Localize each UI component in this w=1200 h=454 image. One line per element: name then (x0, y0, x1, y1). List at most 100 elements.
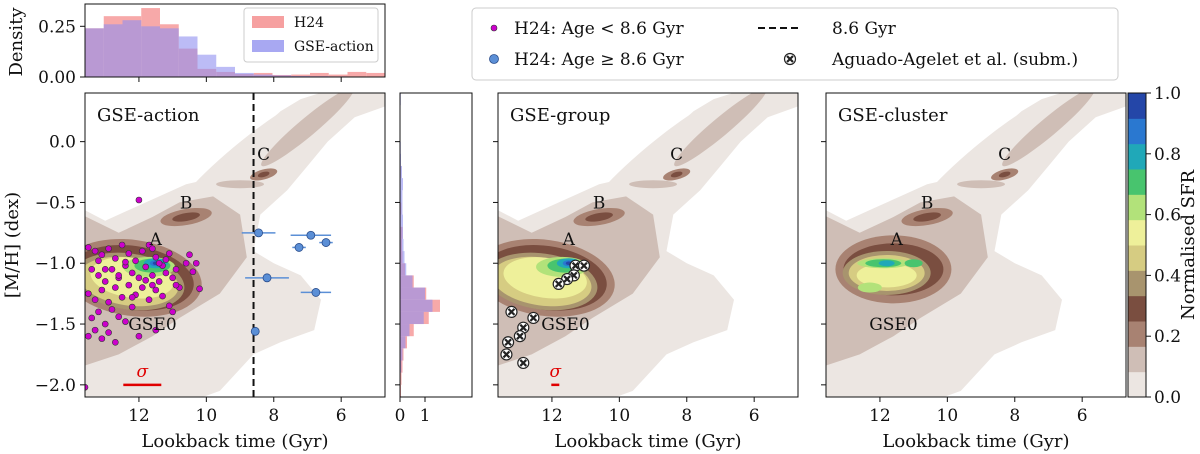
sfr-level-6 (856, 263, 917, 288)
colorbar-step (1128, 219, 1146, 246)
h24-young-point (142, 263, 149, 271)
h24-young-point (115, 313, 123, 321)
h24-young-point (125, 281, 133, 289)
h24-young-point (122, 318, 129, 325)
h24-young-point (105, 329, 112, 336)
aguado-point (552, 277, 565, 291)
right-hist-bar-gse (400, 348, 403, 361)
top-hist-bar-h24 (347, 71, 367, 77)
h24-young-point (149, 245, 156, 252)
sfr-level-7 (857, 282, 882, 293)
sfr-contours-cluster (826, 93, 1126, 397)
h24-young-point (85, 244, 92, 251)
x-axis-label-cluster: Lookback time (Gyr) (882, 431, 1069, 452)
colorbar-tick-label: 0.4 (1154, 266, 1181, 286)
h24-young-point (162, 256, 170, 263)
top-hist-bar-h24 (310, 72, 329, 77)
age-histogram (85, 8, 385, 77)
label-B: B (180, 194, 193, 214)
colorbar-frame (1127, 92, 1147, 398)
right-hist-bar-gse (400, 311, 424, 325)
h24-old-point (321, 238, 331, 247)
colorbar-tick-label: 1.0 (1154, 84, 1181, 104)
top-hist-bar-gse (160, 28, 179, 77)
cross-stroke (554, 280, 563, 288)
top-hist-bar-gse (216, 66, 235, 77)
sfr-level-1 (216, 180, 265, 189)
h24-young-point (132, 257, 139, 265)
mh-histogram (400, 93, 440, 397)
h24-young-point (135, 196, 143, 204)
x-axis-label-group: Lookback time (Gyr) (554, 431, 741, 452)
top-hist-bar-gse (235, 72, 254, 77)
h24-young-point (112, 338, 119, 346)
h24-young-point (91, 247, 99, 255)
colorbar-step (1128, 245, 1146, 271)
axis-ticks-age-hist: 0.00 0.25 (38, 17, 342, 88)
colorbar: 0.0 0.2 0.4 0.6 0.8 1.0 Normalised SFR (1127, 84, 1199, 408)
top-hist-bar-gse (291, 75, 310, 77)
h24-young-point (112, 284, 119, 291)
cross-stroke (502, 350, 511, 359)
colorbar-tick-label: 0.0 (1154, 388, 1181, 408)
right-hist-bar-gse (400, 275, 413, 288)
axis-ticks-cluster: 12 10 8 6 (821, 141, 1088, 426)
right-hist-bar-gse (400, 324, 410, 337)
sfr-level-3 (998, 171, 1011, 178)
axes-frame-cluster (825, 92, 1127, 398)
cross-stroke (580, 261, 588, 270)
h24-young-point (172, 266, 180, 273)
h24-young-point (128, 293, 136, 301)
h24-young-point (118, 241, 126, 249)
h24-young-point (98, 335, 106, 342)
h24-young-point (108, 306, 116, 313)
h24-young-point (152, 286, 160, 294)
h24-young-point (91, 326, 99, 334)
sfr-level-8 (904, 259, 923, 268)
label-A: A (890, 230, 904, 250)
h24-young-point (98, 251, 106, 259)
colorbar-steps (1128, 93, 1146, 398)
x-tick-label: 8 (1009, 406, 1020, 426)
h24-young-point (91, 296, 99, 304)
label-A: A (562, 230, 576, 250)
right-hist-bar-gse (400, 202, 403, 215)
sfr-level-3 (670, 171, 683, 178)
panel-title-action: GSE-action (97, 105, 200, 126)
top-hist-bar-gse (253, 74, 273, 77)
h24-young-point (128, 269, 136, 277)
top-hist-bar-gse (103, 24, 123, 77)
top-hist-bar-h24 (291, 74, 310, 77)
marginal-hist-top: 0.00 0.25 Density H24 GSE-action (6, 3, 386, 88)
h24-old-point (262, 273, 272, 283)
top-hist-bar-h24 (328, 74, 348, 77)
cross-stroke (786, 55, 794, 63)
main-legend-box (471, 7, 1119, 81)
panel-title-cluster: GSE-cluster (838, 105, 948, 126)
top-hist-bar-gse (141, 26, 160, 77)
h24-young-point (186, 251, 193, 259)
colorbar-step (1128, 169, 1146, 195)
label-C: C (257, 145, 270, 165)
y-tick-label: 0.25 (38, 17, 76, 37)
h24-young-point (98, 286, 106, 294)
colorbar-label: Normalised SFR (1178, 170, 1199, 320)
y-axis-label: [M/H] (dex) (2, 192, 23, 298)
sfr-level-1 (261, 93, 354, 167)
sfr-level-3 (172, 212, 200, 222)
h24-young-point (122, 258, 129, 266)
right-hist-bar-gse (400, 190, 403, 203)
cross-stroke (519, 359, 528, 367)
x-tick-label: 12 (869, 406, 891, 426)
h24-young-point (85, 332, 92, 340)
density-label: Density (6, 7, 27, 77)
colorbar-ticks: 0.0 0.2 0.4 0.6 0.8 1.0 (1146, 84, 1181, 408)
x-tick-label: 12 (128, 406, 150, 426)
colorbar-tick-label: 0.8 (1154, 145, 1181, 165)
right-hist-bar-gse (400, 299, 433, 312)
top-hist-bar-gse (85, 28, 104, 77)
axes-frame-action (84, 92, 386, 398)
colorbar-step (1128, 118, 1146, 145)
h24-young-point (95, 257, 102, 265)
